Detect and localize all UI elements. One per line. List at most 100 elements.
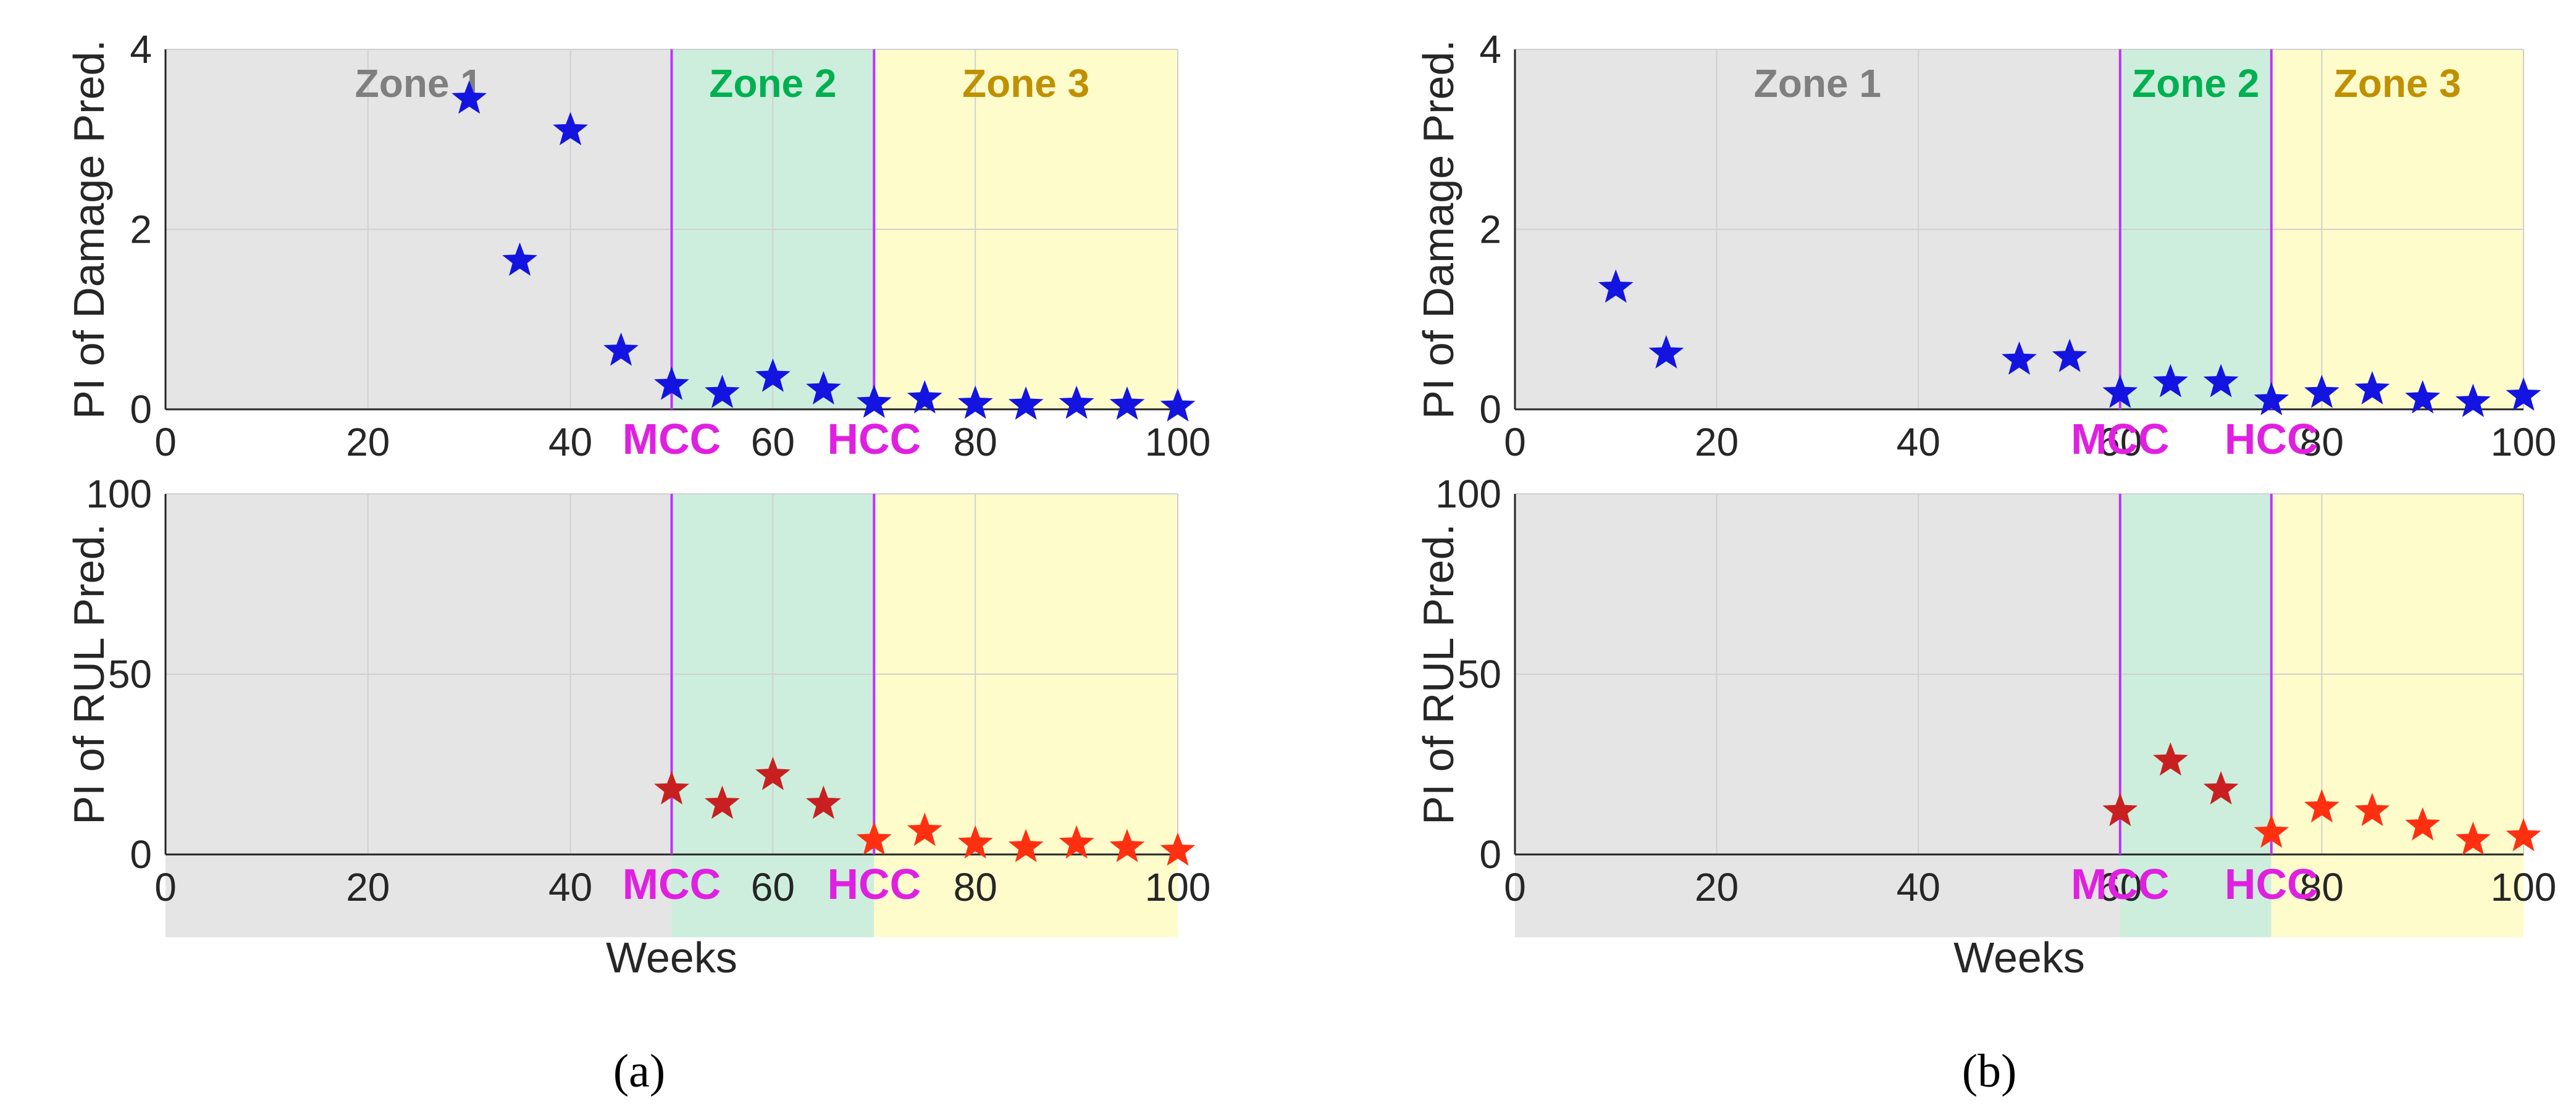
x-tick-label: 60 <box>2098 865 2142 909</box>
y-tick-label: 4 <box>130 27 152 72</box>
data-point <box>2002 341 2037 375</box>
subplot-b-bottom: 0 20 40 60 80 100 0 50 100 PI of RUL Pred. Weeks MC… <box>1414 472 2556 982</box>
data-point <box>2354 793 2390 827</box>
marker-label-mcc: MCC <box>623 415 721 463</box>
data-point <box>2153 742 2188 776</box>
data-point <box>907 812 942 846</box>
x-tick-label: 40 <box>1897 420 1940 464</box>
data-point <box>755 358 791 392</box>
x-tick-label: 0 <box>154 420 177 464</box>
y-tick-label: 50 <box>1458 652 1501 696</box>
x-tick-label: 60 <box>751 420 795 464</box>
x-tick-label: 0 <box>154 865 177 909</box>
x-tick-label: 80 <box>2300 420 2344 464</box>
data-point <box>2203 771 2239 805</box>
x-tick-label: 100 <box>2491 420 2557 464</box>
data-point <box>856 384 892 418</box>
data-point <box>2354 371 2390 405</box>
data-point <box>1160 832 1196 866</box>
data-point <box>2153 364 2188 398</box>
data-point <box>1059 825 1094 859</box>
zone-label-3: Zone 3 <box>2334 61 2461 106</box>
data-point <box>2254 382 2289 416</box>
x-tick-label: 20 <box>346 865 390 909</box>
data-point <box>1008 829 1044 862</box>
y-axis-label: PI of Damage Pred. <box>65 40 113 419</box>
x-tick-label: 40 <box>1897 865 1940 909</box>
data-point <box>2506 817 2541 851</box>
x-tick-label: 20 <box>1695 420 1739 464</box>
y-axis-label: PI of Damage Pred. <box>1414 40 1462 419</box>
data-point <box>907 380 942 414</box>
data-point <box>805 371 841 405</box>
x-tick-label: 20 <box>346 420 390 464</box>
x-axis-label: Weeks <box>606 933 737 982</box>
data-point <box>2405 380 2441 414</box>
y-tick-label: 100 <box>1435 472 1501 516</box>
marker-label-mcc: MCC <box>623 860 721 908</box>
data-point <box>2506 377 2541 411</box>
x-tick-label: 100 <box>2491 865 2557 909</box>
data-point <box>2102 374 2138 408</box>
zone-band-3 <box>2271 494 2524 937</box>
x-tick-label: 20 <box>1695 865 1739 909</box>
marker-label-hcc: HCC <box>2225 860 2318 908</box>
data-point <box>603 332 639 366</box>
data-point <box>1109 829 1145 862</box>
data-point <box>1648 335 1684 369</box>
x-tick-label: 0 <box>1504 420 1526 464</box>
data-point <box>755 756 791 790</box>
data-point <box>705 374 740 408</box>
zone-band-2 <box>2120 494 2272 937</box>
y-tick-label: 0 <box>1479 832 1501 877</box>
zone-band-3 <box>874 494 1178 937</box>
x-tick-label: 0 <box>1504 865 1526 909</box>
data-point <box>2304 374 2339 408</box>
zone-label-3: Zone 3 <box>962 61 1089 106</box>
y-tick-label: 0 <box>130 387 152 432</box>
y-axis-label: PI of RUL Pred. <box>65 524 113 825</box>
x-tick-label: 80 <box>954 420 997 464</box>
y-tick-label: 4 <box>1479 27 1501 72</box>
marker-label-mcc: MCC <box>2071 415 2169 463</box>
data-point <box>1598 269 1634 303</box>
data-point <box>2405 807 2441 841</box>
y-tick-label: 2 <box>1479 207 1501 252</box>
subplot-b-top: 0 20 40 60 80 100 0 2 4 PI of Damage Pred. Zone 1 Z… <box>1414 27 2556 464</box>
zone-label-2: Zone 2 <box>709 61 836 106</box>
data-point <box>1008 386 1044 420</box>
data-point <box>553 112 589 146</box>
data-point <box>805 785 841 819</box>
x-tick-label: 100 <box>1145 865 1211 909</box>
data-point <box>654 771 689 805</box>
data-point <box>2052 338 2087 372</box>
data-point <box>2455 383 2491 417</box>
data-point <box>2455 821 2491 855</box>
x-tick-label: 40 <box>548 420 592 464</box>
data-point <box>2254 814 2289 848</box>
caption-b: (b) <box>1962 1045 2017 1097</box>
y-axis-label: PI of RUL Pred. <box>1414 524 1462 825</box>
data-point <box>1160 388 1196 422</box>
zone-label-2: Zone 2 <box>2132 61 2259 106</box>
x-tick-label: 80 <box>954 865 997 909</box>
marker-label-hcc: HCC <box>2225 415 2318 463</box>
data-point <box>957 825 993 859</box>
data-point <box>2203 364 2239 398</box>
y-tick-label: 0 <box>1479 387 1501 432</box>
x-tick-label: 100 <box>1145 420 1211 464</box>
x-tick-label: 80 <box>2300 865 2344 909</box>
x-tick-label: 40 <box>548 865 592 909</box>
marker-label-hcc: HCC <box>827 415 921 463</box>
data-point <box>856 821 892 855</box>
data-point <box>451 80 487 114</box>
zone-band-1 <box>1515 494 2120 937</box>
data-point <box>2102 793 2138 827</box>
data-point <box>1059 385 1094 419</box>
marker-label-hcc: HCC <box>827 860 921 908</box>
y-tick-label: 100 <box>86 472 152 516</box>
data-point <box>654 366 689 400</box>
data-point <box>502 242 538 276</box>
